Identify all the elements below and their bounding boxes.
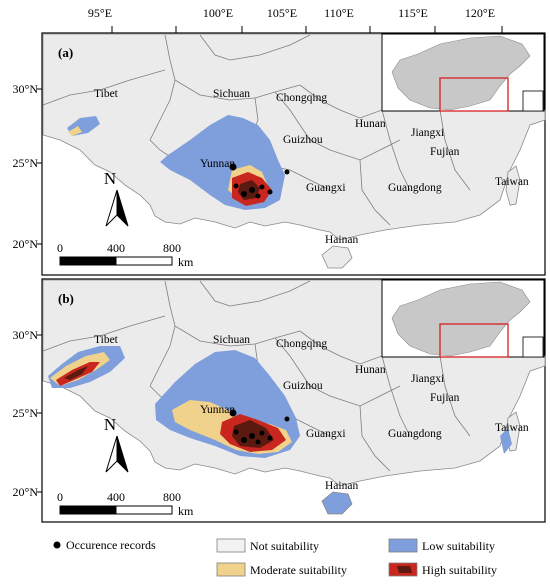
svg-text:0: 0 (57, 241, 63, 255)
svg-text:N: N (104, 415, 116, 434)
panel-b-jiangxi: Jiangxi (411, 373, 444, 385)
panel-a-occurrence-points (229, 163, 290, 199)
panel-a-taiwan-island (505, 165, 521, 206)
panel-a-fujian: Fujian (430, 146, 460, 158)
panel-b-hainan: Hainan (325, 480, 358, 492)
svg-text:km: km (178, 504, 194, 518)
panel-a-scale-bar: 0 400 800 km (57, 241, 194, 269)
panel-b-label: (b) (58, 291, 74, 306)
panel-b-hunan: Hunan (355, 364, 386, 376)
legend: Occurence records Not suitability Low su… (53, 538, 497, 577)
panel-b-guangxi: Guangxi (306, 428, 346, 440)
svg-text:25°N: 25°N (13, 406, 39, 420)
panel-a-jiangxi: Jiangxi (411, 127, 444, 139)
panel-b-yunnan: Yunnan (200, 404, 235, 416)
longitude-ticks: 95°E 100°E 105°E 110°E 115°E 120°E (88, 6, 495, 20)
panel-b-land (42, 279, 546, 487)
panel-b-hainan-island (321, 491, 353, 515)
legend-moderate-suitability: Moderate suitability (216, 562, 347, 577)
panel-a-tibet: Tibet (94, 88, 119, 100)
svg-text:400: 400 (107, 490, 125, 504)
svg-text:800: 800 (163, 490, 181, 504)
lon-tick-100: 100°E (203, 6, 233, 20)
panel-b-taiwan: Taiwan (495, 422, 529, 434)
panel-b-guangdong: Guangdong (388, 428, 442, 440)
panel-a-taiwan: Taiwan (495, 176, 529, 188)
panel-b: Tibet Sichuan Chongqing Guizhou Hunan Ji… (41, 278, 546, 523)
panel-b-inset-study-box (439, 323, 509, 358)
legend-low-suitability: Low suitability (388, 538, 495, 553)
panel-a-hunan: Hunan (355, 118, 386, 130)
svg-text:Occurence records: Occurence records (66, 538, 156, 552)
panel-a-land (42, 33, 546, 241)
svg-text:Moderate suitability: Moderate suitability (250, 563, 347, 577)
panel-a-inset-study-box (439, 77, 509, 112)
svg-text:20°N: 20°N (13, 485, 39, 499)
svg-text:Low suitability: Low suitability (422, 539, 495, 553)
svg-text:30°N: 30°N (13, 82, 39, 96)
lon-tick-110: 110°E (324, 6, 354, 20)
panel-a-hainan: Hainan (325, 234, 358, 246)
panel-b-province-borders (42, 280, 471, 472)
panel-b-occurrence-points (229, 409, 290, 445)
panel-a-guangdong: Guangdong (388, 182, 442, 194)
legend-occurrence: Occurence records (53, 538, 156, 552)
svg-text:km: km (178, 255, 194, 269)
panel-b-tibet: Tibet (94, 334, 119, 346)
panel-b-chongqing: Chongqing (276, 338, 327, 350)
panel-a-sichuan: Sichuan (213, 88, 250, 100)
svg-text:0: 0 (57, 490, 63, 504)
svg-text:20°N: 20°N (13, 237, 39, 251)
panel-a-chongqing: Chongqing (276, 92, 327, 104)
svg-text:N: N (104, 169, 116, 188)
svg-text:400: 400 (107, 241, 125, 255)
lon-tick-120: 120°E (465, 6, 495, 20)
panel-b-fujian: Fujian (430, 392, 460, 404)
svg-text:800: 800 (163, 241, 181, 255)
panel-b-north-arrow: N (104, 415, 129, 473)
panel-a: Tibet Sichuan Chongqing Guizhou Hunan Ji… (41, 32, 546, 276)
svg-text:High suitability: High suitability (422, 563, 497, 577)
panel-a-north-arrow: N (104, 169, 129, 227)
panel-a-yunnan: Yunnan (200, 158, 235, 170)
panel-a-inset (381, 33, 545, 112)
latitude-ticks: 30°N 25°N 20°N 30°N 25°N 20°N (13, 82, 39, 499)
lon-tick-115: 115°E (398, 6, 428, 20)
svg-text:Not suitability: Not suitability (250, 539, 319, 553)
lon-tick-95: 95°E (88, 6, 112, 20)
panel-b-inset (381, 279, 545, 358)
panel-b-guizhou: Guizhou (283, 380, 323, 392)
legend-not-suitability: Not suitability (216, 538, 319, 553)
legend-high-suitability: High suitability (388, 562, 497, 577)
lon-tick-105: 105°E (267, 6, 297, 20)
panel-b-sichuan: Sichuan (213, 334, 250, 346)
panel-a-label: (a) (58, 45, 73, 60)
panel-a-hainan-island (321, 245, 353, 269)
panel-a-guizhou: Guizhou (283, 134, 323, 146)
panel-a-guangxi: Guangxi (306, 182, 346, 194)
svg-text:30°N: 30°N (13, 328, 39, 342)
panel-b-scale-bar: 0 400 800 km (57, 490, 194, 518)
svg-text:25°N: 25°N (13, 156, 39, 170)
